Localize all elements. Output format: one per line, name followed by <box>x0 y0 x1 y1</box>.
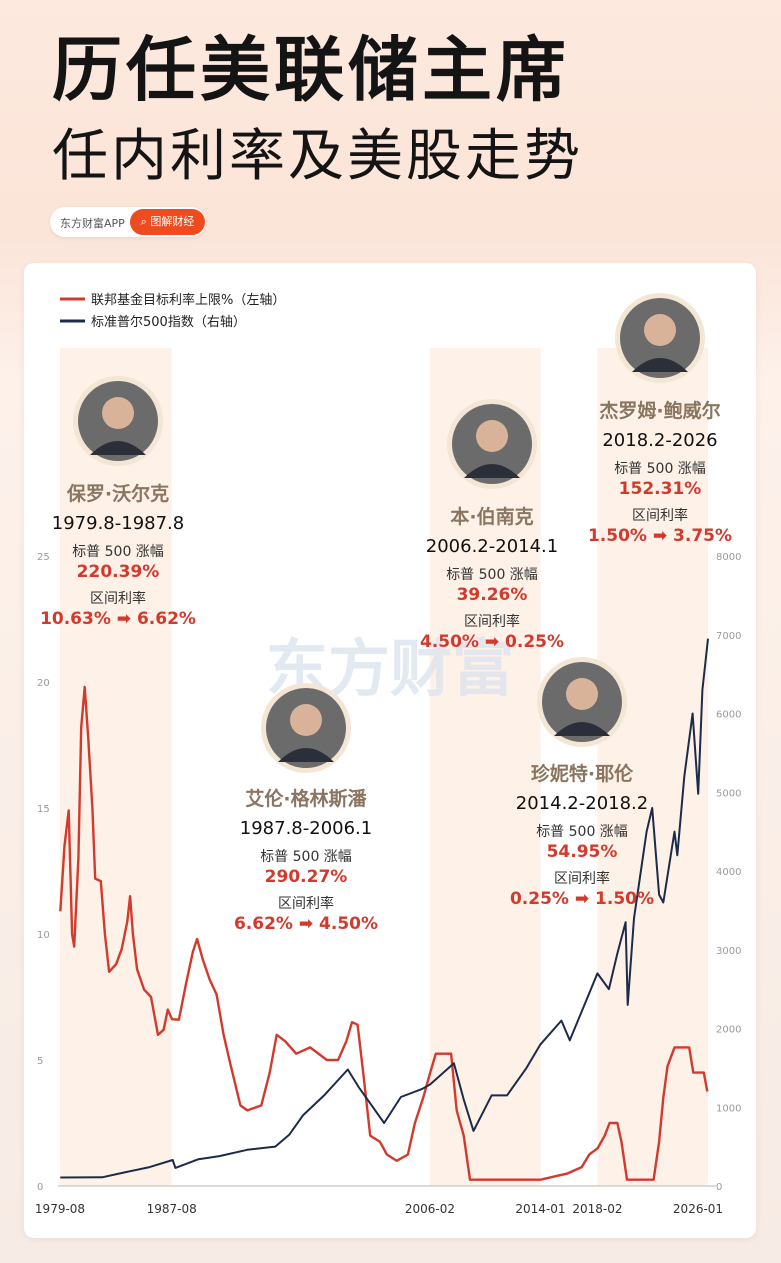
spx-series-line <box>60 638 709 1179</box>
chair-term: 1979.8-1987.8 <box>52 513 184 534</box>
page-subtitle: 任内利率及美股走势 <box>52 124 583 189</box>
search-icon: ⌕ <box>140 215 151 228</box>
chair-term: 2006.2-2014.1 <box>426 536 558 557</box>
right-tick-label: 6000 <box>716 710 741 721</box>
gain-label: 标普 500 涨幅 <box>536 824 628 840</box>
left-tick-label: 5 <box>37 1056 43 1067</box>
page-title: 历任美联储主席 <box>52 29 570 111</box>
portrait-suit <box>90 441 146 455</box>
chair-term: 1987.8-2006.1 <box>240 818 372 839</box>
chair-name: 艾伦·格林斯潘 <box>245 787 367 810</box>
legend-label: 标准普尔500指数（右轴） <box>91 315 246 330</box>
gain-value: 54.95% <box>547 842 618 862</box>
rate-label: 区间利率 <box>90 590 146 607</box>
brand-tag-button[interactable]: ⌕ 图解财经 <box>130 209 205 235</box>
gain-label: 标普 500 涨幅 <box>260 849 352 865</box>
x-tick-label: 1979-08 <box>35 1202 85 1216</box>
chair-term: 2014.2-2018.2 <box>516 793 648 814</box>
brand-badge: 东方财富APP ⌕ 图解财经 <box>50 207 206 237</box>
left-tick-label: 15 <box>37 804 50 815</box>
x-tick-label: 2018-02 <box>572 1202 622 1216</box>
term-band-0 <box>60 348 172 1186</box>
gain-label: 标普 500 涨幅 <box>72 544 164 560</box>
right-tick-label: 0 <box>716 1182 722 1193</box>
x-tick-label: 1987-08 <box>147 1202 197 1216</box>
rate-change: 6.62% ➡ 4.50% <box>234 914 378 934</box>
portrait-suit <box>632 358 688 372</box>
portrait-suit <box>554 722 610 736</box>
portrait-suit <box>464 464 520 478</box>
chair-term: 2018.2-2026 <box>602 430 717 451</box>
right-tick-label: 4000 <box>716 867 741 878</box>
chair-name: 保罗·沃尔克 <box>66 482 169 505</box>
rate-label: 区间利率 <box>464 613 520 630</box>
rate-change: 0.25% ➡ 1.50% <box>510 889 654 909</box>
rate-change: 1.50% ➡ 3.75% <box>588 526 732 546</box>
right-tick-label: 2000 <box>716 1025 741 1036</box>
x-tick-label: 2006-02 <box>405 1202 455 1216</box>
right-tick-label: 3000 <box>716 946 741 957</box>
portrait-face <box>566 678 598 710</box>
gain-value: 290.27% <box>265 867 348 887</box>
portrait-face <box>644 314 676 346</box>
right-tick-label: 7000 <box>716 631 741 642</box>
gain-label: 标普 500 涨幅 <box>446 567 538 583</box>
rate-label: 区间利率 <box>278 895 334 912</box>
left-tick-label: 10 <box>37 930 50 941</box>
left-tick-label: 25 <box>37 552 50 563</box>
right-tick-label: 8000 <box>716 552 741 563</box>
gain-value: 39.26% <box>457 585 528 605</box>
right-tick-label: 5000 <box>716 788 741 799</box>
gain-label: 标普 500 涨幅 <box>614 461 706 477</box>
portrait-face <box>102 397 134 429</box>
left-tick-label: 20 <box>37 678 50 689</box>
rate-label: 区间利率 <box>554 870 610 887</box>
gain-value: 220.39% <box>77 562 160 582</box>
rate-series-line <box>59 685 709 1181</box>
portrait-face <box>476 420 508 452</box>
chair-name: 珍妮特·耶伦 <box>531 762 634 785</box>
portrait-suit <box>278 748 334 762</box>
brand-tag-label: 图解财经 <box>150 215 195 228</box>
rate-change: 10.63% ➡ 6.62% <box>40 609 196 629</box>
portrait-face <box>290 704 322 736</box>
left-tick-label: 0 <box>37 1182 43 1193</box>
chair-name: 本·伯南克 <box>450 505 533 528</box>
x-tick-label: 2014-01 <box>515 1202 565 1216</box>
legend-label: 联邦基金目标利率上限%（左轴） <box>91 292 285 308</box>
brand-name: 东方财富APP <box>60 217 125 230</box>
rate-change: 4.50% ➡ 0.25% <box>420 632 564 652</box>
rate-label: 区间利率 <box>632 507 688 524</box>
x-tick-label: 2026-01 <box>673 1202 723 1216</box>
gain-value: 152.31% <box>619 479 702 499</box>
right-tick-label: 1000 <box>716 1103 741 1114</box>
chair-name: 杰罗姆·鲍威尔 <box>599 399 720 422</box>
